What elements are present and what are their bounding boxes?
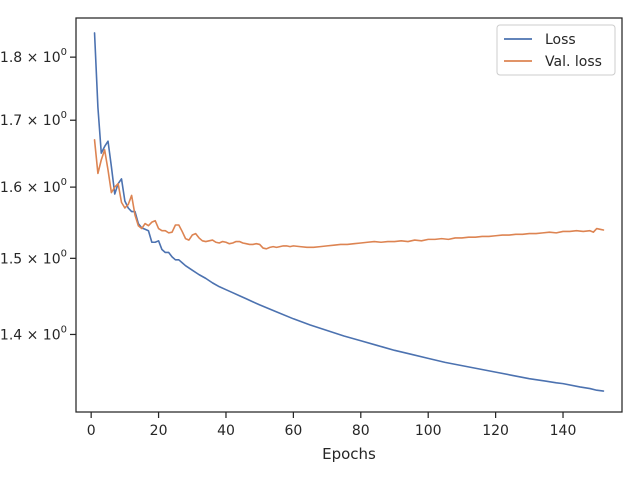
legend-label: Loss <box>545 32 576 48</box>
x-tick-label: 20 <box>150 423 168 439</box>
x-tick-label: 120 <box>482 423 509 439</box>
series-line-val-loss <box>93 139 605 250</box>
legend-label: Val. loss <box>545 54 602 70</box>
plot-area <box>75 17 623 413</box>
y-tick-label: 1.6 × 100 <box>0 177 67 196</box>
series-layer <box>93 32 605 392</box>
x-axis-ticks: 0 20 40 60 80 100 120 140 <box>87 412 577 439</box>
x-axis-label: Epochs <box>322 445 376 463</box>
x-tick-label: 60 <box>284 423 302 439</box>
y-tick-label: 1.8 × 100 <box>0 47 67 66</box>
x-tick-label: 40 <box>217 423 235 439</box>
legend: Loss Val. loss <box>496 24 616 76</box>
x-tick-label: 0 <box>87 423 96 439</box>
x-tick-label: 80 <box>352 423 370 439</box>
y-tick-label: 1.4 × 100 <box>0 324 67 343</box>
y-axis-ticks: 1.4 × 100 1.5 × 100 1.6 × 100 1.7 × 100 1.8 … <box>0 47 76 343</box>
x-tick-label: 140 <box>550 423 577 439</box>
legend-box <box>496 24 616 76</box>
series-line-loss <box>93 32 605 392</box>
y-tick-label: 1.7 × 100 <box>0 110 67 129</box>
axes-frame <box>75 17 623 413</box>
y-tick-label: 1.5 × 100 <box>0 248 67 267</box>
x-tick-label: 100 <box>415 423 442 439</box>
